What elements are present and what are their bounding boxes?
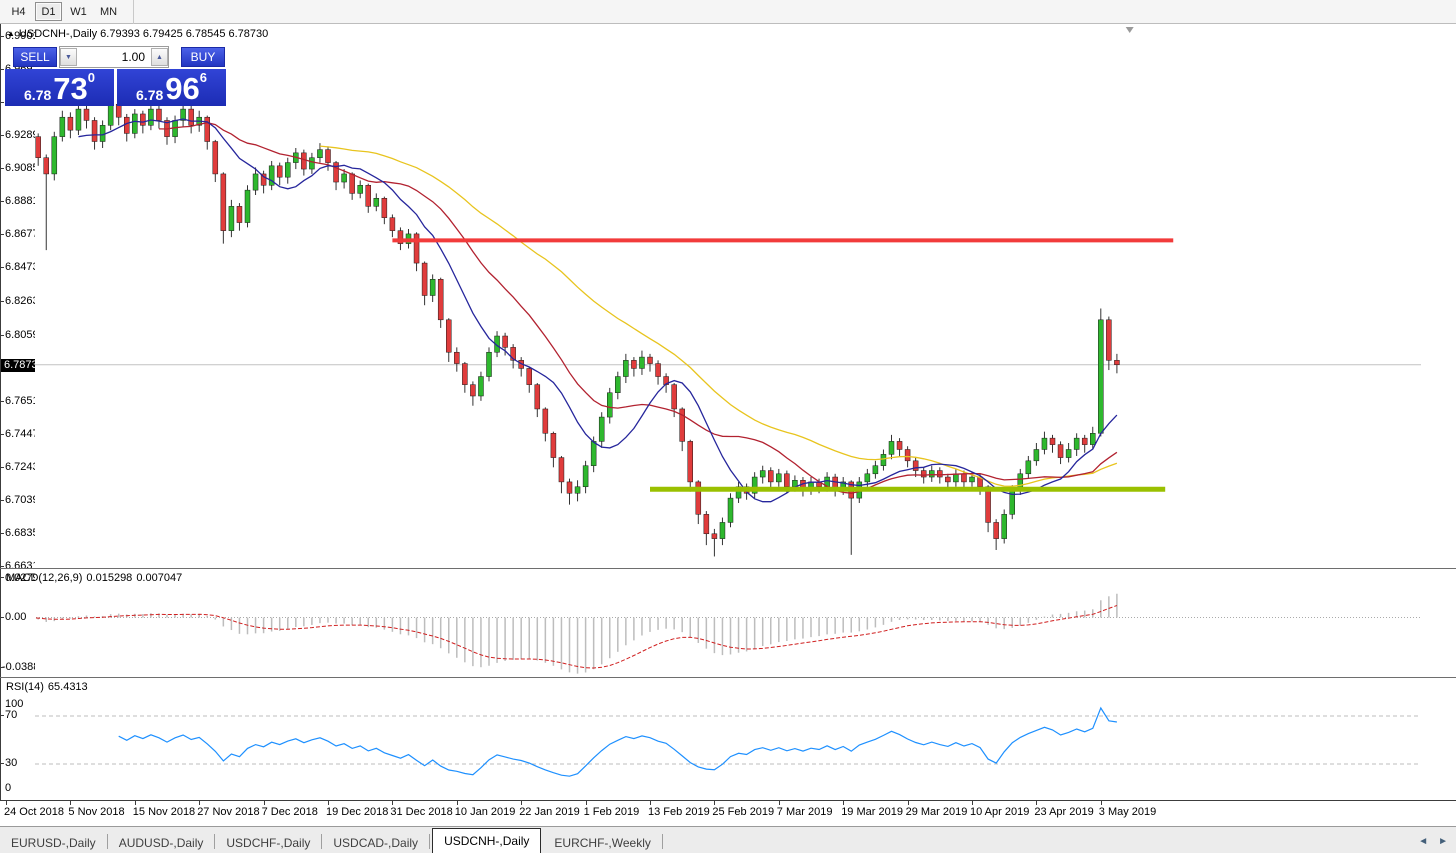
date-axis-label: 23 Apr 2019 xyxy=(1034,806,1094,818)
buy-price-small: 6.78 xyxy=(136,87,164,103)
buy-price-tile[interactable]: 6.78 96 6 xyxy=(117,69,226,106)
quote-open: 6.79393 xyxy=(100,28,140,40)
current-price-tag: 6.78730 xyxy=(1,358,35,372)
price-axis-label: 6.82630 xyxy=(5,295,35,308)
buy-button[interactable]: BUY xyxy=(181,47,225,67)
volume-input[interactable]: 1.00 xyxy=(121,50,145,64)
macd-axis-zero: 0.00 xyxy=(5,611,27,623)
quote-low: 6.78545 xyxy=(185,28,226,40)
timeframe-button-d1[interactable]: D1 xyxy=(35,2,62,21)
macd-axis[interactable]: 0.02790 0.00 -0.03887 xyxy=(0,569,35,677)
one-click-trade-panel: SELL ▼ 1.00 ▲ BUY 6.78 73 0 6.78 96 6 xyxy=(5,46,227,106)
chart-tab-usdcnh-daily[interactable]: USDCNH-,Daily xyxy=(432,828,542,853)
date-axis-label: 27 Nov 2018 xyxy=(197,806,260,818)
date-axis-label: 15 Nov 2018 xyxy=(132,806,196,818)
tab-separator xyxy=(106,834,108,849)
price-axis-label: 6.92890 xyxy=(5,129,35,142)
price-axis-label: 6.70390 xyxy=(5,493,35,506)
buy-price-sup: 6 xyxy=(199,70,207,85)
timeframe-button-h4[interactable]: H4 xyxy=(11,5,26,18)
macd-label: MACD(12,26,9) 0.015298 0.007047 xyxy=(6,572,183,584)
quote-high: 6.79425 xyxy=(142,28,183,40)
date-axis-label: 24 Oct 2018 xyxy=(4,806,64,818)
date-axis-label: 3 May 2019 xyxy=(1098,806,1157,818)
chart-tab-usdcad-daily[interactable]: USDCAD-,Daily xyxy=(333,836,419,850)
sell-price-sup: 0 xyxy=(87,70,95,85)
sell-price-small: 6.78 xyxy=(24,87,52,103)
date-axis-label: 1 Feb 2019 xyxy=(583,806,640,818)
date-axis-label: 7 Dec 2018 xyxy=(261,806,318,818)
date-axis-label: 13 Feb 2019 xyxy=(648,806,710,818)
sell-price-tile[interactable]: 6.78 73 0 xyxy=(5,69,114,106)
date-axis-label: 31 Dec 2018 xyxy=(390,806,453,818)
quote-close: 6.78730 xyxy=(228,28,269,40)
timeframe-button-w1[interactable]: W1 xyxy=(70,5,87,18)
date-axis-label: 25 Feb 2019 xyxy=(712,806,775,818)
main-chart-canvas[interactable] xyxy=(0,24,1421,567)
chart-tab-eurusd-daily[interactable]: EURUSD-,Daily xyxy=(11,836,96,850)
date-axis-label: 22 Jan 2019 xyxy=(519,806,580,818)
chart-tab-eurchf-weekly[interactable]: EURCHF-,Weekly xyxy=(554,836,651,850)
rsi-value: 65.4313 xyxy=(47,681,88,693)
sell-price-big: 73 xyxy=(53,71,88,106)
chart-tabbar: EURUSD-,Daily AUDUSD-,Daily USDCHF-,Daily U… xyxy=(0,826,1456,853)
macd-canvas[interactable] xyxy=(0,569,1421,677)
macd-main-value: 0.015298 xyxy=(86,572,133,584)
date-axis-label: 7 Mar 2019 xyxy=(776,806,833,818)
tab-separator xyxy=(661,834,663,849)
volume-decrease-button[interactable]: ▼ xyxy=(60,48,77,66)
price-axis-label: 6.72430 xyxy=(5,460,35,473)
rsi-label: RSI(14) 65.4313 xyxy=(6,681,88,693)
price-axis-label: 6.84730 xyxy=(5,261,35,274)
price-axis-label: 6.86770 xyxy=(5,228,35,241)
macd-signal-value: 0.007047 xyxy=(136,572,183,584)
volume-stepper: ▼ 1.00 ▲ xyxy=(59,46,169,68)
price-axis-label: 6.90850 xyxy=(5,162,35,175)
chart-title: ▲ USDCNH-,Daily 6.79393 6.79425 6.78545 6.787… xyxy=(7,28,271,40)
date-axis-label: 29 Mar 2019 xyxy=(905,806,968,818)
price-axis-label: 6.88810 xyxy=(5,195,35,208)
price-axis-label: 6.80590 xyxy=(5,328,35,341)
tab-separator xyxy=(321,834,323,849)
tab-separator xyxy=(214,834,216,849)
rsi-panel: RSI(14) 65.4313 100 70 30 0 xyxy=(0,677,1456,801)
price-axis-label: 6.99010 xyxy=(5,29,35,42)
date-axis-label: 19 Mar 2019 xyxy=(841,806,903,818)
rsi-canvas[interactable] xyxy=(0,678,1421,800)
timeframe-toolbar: H4 D1 W1 MN xyxy=(0,0,1456,24)
rsi-axis[interactable]: 100 70 30 0 xyxy=(0,678,35,801)
date-axis[interactable]: 24 Oct 2018 5 Nov 2018 15 Nov 2018 27 Nov 2… xyxy=(0,800,1456,826)
date-axis-label: 5 Nov 2018 xyxy=(68,806,125,818)
rsi-axis-30: 30 xyxy=(5,757,18,769)
price-axis-label: 6.68350 xyxy=(5,526,35,539)
price-axis-label: 6.76510 xyxy=(5,394,35,407)
sell-button[interactable]: SELL xyxy=(13,47,57,67)
toolbar-separator xyxy=(133,0,134,24)
chart-tab-usdchf-daily[interactable]: USDCHF-,Daily xyxy=(226,836,311,850)
symbol-label: USDCNH-,Daily xyxy=(18,28,98,40)
rsi-axis-70: 70 xyxy=(5,709,18,721)
chart-tab-audusd-daily[interactable]: AUDUSD-,Daily xyxy=(118,836,204,850)
main-chart-window: 6.990106.969706.949306.928906.908506.888… xyxy=(0,24,1456,568)
date-axis-label: 19 Dec 2018 xyxy=(326,806,389,818)
rsi-axis-100: 100 xyxy=(5,698,24,710)
price-axis-label: 6.66310 xyxy=(5,560,35,568)
rsi-axis-0: 0 xyxy=(5,782,12,794)
macd-axis-bottom: -0.03887 xyxy=(2,661,35,673)
timeframe-button-mn[interactable]: MN xyxy=(99,5,118,18)
date-axis-label: 10 Jan 2019 xyxy=(454,806,516,818)
tabs-scroll-right-icon[interactable]: ► xyxy=(1438,836,1448,847)
tab-separator xyxy=(429,834,431,849)
one-click-collapse-icon[interactable]: ▲ xyxy=(7,29,15,38)
macd-axis-top: 0.02790 xyxy=(5,572,35,584)
buy-price-big: 96 xyxy=(165,71,200,106)
price-axis-label: 6.74470 xyxy=(5,427,35,440)
volume-increase-button[interactable]: ▲ xyxy=(151,48,168,66)
tabs-scroll-left-icon[interactable]: ◄ xyxy=(1418,836,1429,847)
date-axis-label: 10 Apr 2019 xyxy=(970,806,1030,818)
